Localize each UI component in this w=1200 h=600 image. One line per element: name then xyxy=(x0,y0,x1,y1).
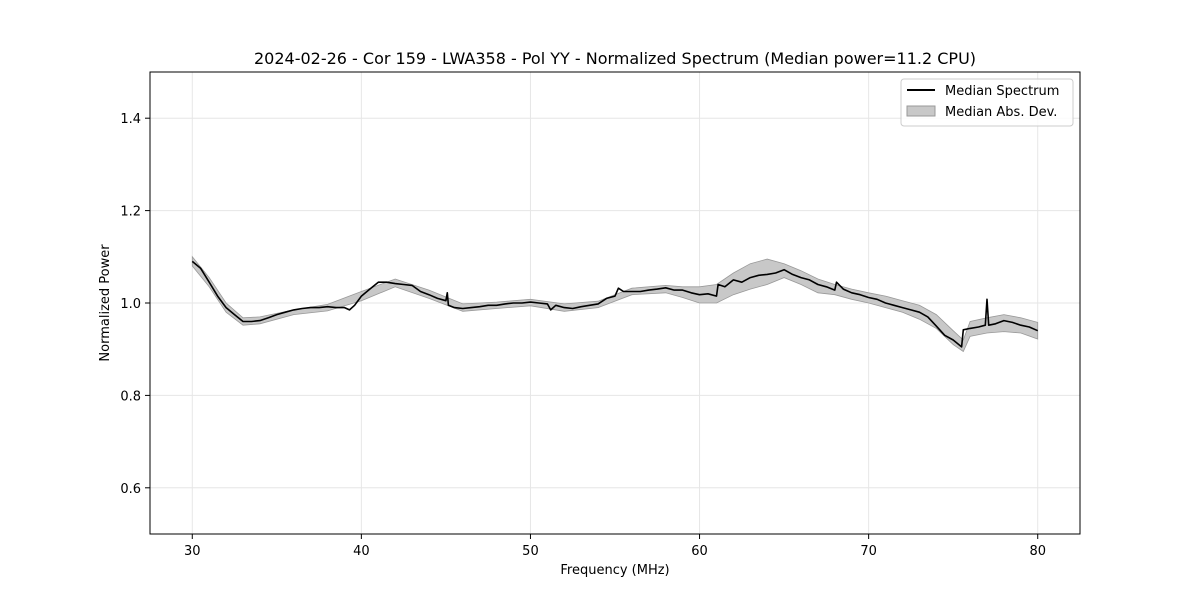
y-axis-label: Normalized Power xyxy=(98,244,113,362)
y-tick-label: 1.0 xyxy=(120,297,141,312)
x-tick-label: 80 xyxy=(1029,544,1046,559)
legend-band-swatch xyxy=(906,105,936,117)
chart-title: 2024-02-26 - Cor 159 - LWA358 - Pol YY -… xyxy=(254,49,976,68)
x-axis-ticks: 30 40 50 60 70 80 xyxy=(184,534,1046,559)
grid xyxy=(150,72,1080,534)
legend-label-median-spectrum: Median Spectrum xyxy=(945,84,1059,99)
legend-label-median-abs-dev: Median Abs. Dev. xyxy=(945,105,1057,120)
legend-box xyxy=(900,78,1074,127)
x-axis-label: Frequency (MHz) xyxy=(560,563,669,578)
x-tick-label: 50 xyxy=(522,544,539,559)
x-tick-label: 70 xyxy=(860,544,877,559)
x-tick-label: 60 xyxy=(691,544,708,559)
y-axis-ticks: 0.6 0.8 1.0 1.2 1.4 xyxy=(120,112,150,497)
y-tick-label: 0.8 xyxy=(120,389,141,404)
y-tick-label: 0.6 xyxy=(120,482,141,497)
y-tick-label: 1.4 xyxy=(120,112,141,127)
median-spectrum-line xyxy=(191,260,1039,348)
mad-band xyxy=(191,255,1039,353)
x-tick-label: 30 xyxy=(184,544,201,559)
median-line-layer xyxy=(191,260,1039,348)
legend: Median Spectrum Median Abs. Dev. xyxy=(900,78,1074,127)
x-tick-label: 40 xyxy=(353,544,370,559)
y-tick-label: 1.2 xyxy=(120,205,141,220)
mad-band-layer xyxy=(191,255,1039,353)
